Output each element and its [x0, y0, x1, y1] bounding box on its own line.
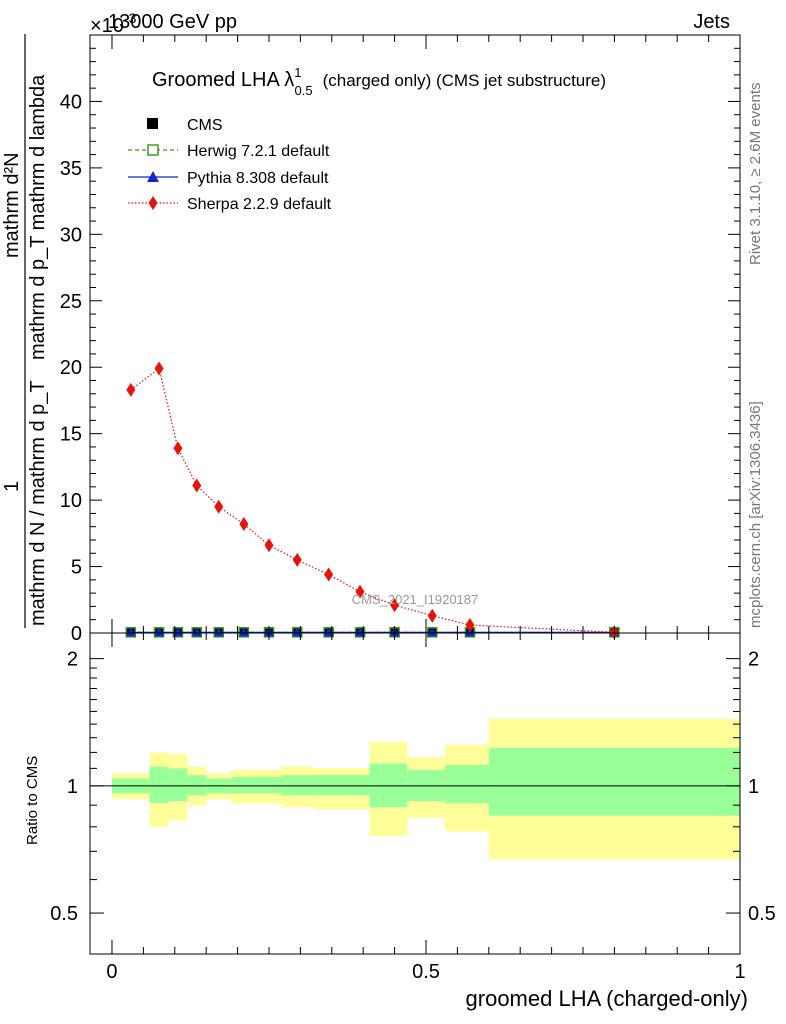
x-tick-label: 0.5: [412, 961, 440, 983]
watermark: CMS_2021_I1920187: [352, 592, 479, 607]
data-point-pythia: [191, 627, 202, 637]
y-tick-label: 15: [60, 424, 82, 446]
legend-marker-herwig: [147, 144, 159, 156]
rivet-label: Rivet 3.1.10, ≥ 2.6M events: [747, 83, 764, 266]
data-point-sherpa: [390, 598, 400, 613]
legend-marker-sherpa: [148, 196, 158, 210]
ratio-y-tick-label-right: 2: [748, 649, 759, 671]
legend-entry-herwig: Herwig 7.2.1 default: [128, 143, 330, 160]
data-point-sherpa: [355, 584, 365, 599]
main-panel: 0 5 10 15 20 25 30 35 40 CMS_2021_I1920187 Groom…: [1, 34, 741, 645]
legend-entry-sherpa: Sherpa 2.2.9 default: [128, 196, 332, 213]
multiplier-exponent: -3: [124, 10, 137, 26]
ratio-band-inner: [231, 776, 282, 794]
y-tick-label: 5: [71, 557, 82, 579]
data-point-pythia: [323, 627, 334, 637]
ratio-y-tick-label: 0.5: [50, 903, 78, 925]
energy-label: 13000 GeV pp: [108, 11, 237, 33]
data-point-pythia: [238, 627, 249, 637]
mcplots-label: mcplots.cern.ch [arXiv:1306.3436]: [747, 401, 764, 628]
data-point-pythia: [213, 627, 224, 637]
y-tick-label: 10: [60, 490, 82, 512]
x-axis-label: groomed LHA (charged-only): [466, 986, 748, 1011]
title-subscript: 0.5: [295, 83, 313, 98]
ratio-band-inner: [187, 775, 207, 796]
series-line-3: [130, 367, 615, 633]
y-tick-label: 35: [60, 158, 82, 180]
data-point-pythia: [125, 627, 136, 637]
data-point-sherpa: [465, 618, 475, 633]
data-point-pythia: [292, 627, 303, 637]
data-point-sherpa: [239, 517, 249, 532]
multiplier-base: ×10: [90, 15, 124, 37]
data-point-sherpa: [173, 441, 183, 456]
y-tick-label: 30: [60, 224, 82, 246]
chart-title: Groomed LHA λ1 0.5 (charged only) (CMS jet…: [152, 65, 606, 98]
ylabel-mid: mathrm d p_T mathrm d lambda: [27, 74, 49, 360]
data-point-sherpa: [427, 608, 437, 623]
data-point-pythia: [355, 627, 366, 637]
ratio-y-tick-label: 1: [67, 776, 78, 798]
legend-label-sherpa: Sherpa 2.2.9 default: [187, 196, 332, 213]
y-axis-label: mathrm d²N mathrm d p_T mathrm d lambda …: [1, 34, 49, 628]
data-point-pythia: [427, 627, 438, 637]
data-point-sherpa: [264, 538, 274, 553]
ylabel-frac: 1: [1, 481, 23, 492]
data-point-pythia: [172, 627, 183, 637]
data-point-sherpa: [154, 361, 164, 376]
ratio-band-inner: [488, 747, 740, 816]
ratio-band-inner: [149, 766, 169, 804]
x-tick-label: 0: [106, 961, 117, 983]
legend-label-cms: CMS: [187, 117, 223, 134]
ratio-band-inner: [281, 775, 313, 796]
ratio-band-inner: [168, 768, 188, 802]
legend-label-herwig: Herwig 7.2.1 default: [187, 143, 330, 160]
ratio-y-tick-label-right: 1: [748, 776, 759, 798]
legend: CMS Herwig 7.2.1 default Pythia 8.308 de…: [128, 117, 332, 213]
legend-marker-cms: [147, 118, 158, 129]
legend-marker-pythia: [147, 171, 159, 182]
title-superscript: 1: [294, 65, 301, 80]
y-tick-label: 40: [60, 91, 82, 113]
ratio-panel: 0.5 0.5 1 1 2 2 0 0.5 1 Ratio to CMS groomed LHA…: [24, 632, 776, 1011]
y-tick-label: 0: [71, 623, 82, 645]
title-main: Groomed LHA λ: [152, 69, 294, 91]
data-point-sherpa: [192, 478, 202, 493]
ratio-band-inner: [444, 765, 489, 804]
y-tick-label: 20: [60, 357, 82, 379]
data-point-pythia: [154, 627, 165, 637]
data-point-sherpa: [126, 382, 136, 397]
legend-entry-cms: CMS: [147, 117, 223, 134]
title-rest: (charged only) (CMS jet substructure): [323, 71, 606, 90]
multiplier-label: ×10-3: [90, 10, 137, 37]
y-tick-label: 25: [60, 291, 82, 313]
ratio-y-tick-label: 2: [67, 649, 78, 671]
process-label: Jets: [693, 11, 730, 33]
ratio-frame: [89, 632, 741, 955]
legend-entry-pythia: Pythia 8.308 default: [128, 170, 329, 187]
ratio-band-inner: [369, 763, 408, 808]
ratio-y-tick-label-right: 0.5: [748, 903, 776, 925]
legend-label-pythia: Pythia 8.308 default: [187, 170, 329, 187]
ylabel-top: mathrm d²N: [1, 152, 23, 258]
ratio-band-inner: [312, 775, 370, 796]
data-point-sherpa: [324, 567, 334, 582]
ratio-ylabel: Ratio to CMS: [24, 756, 41, 845]
ylabel-bottom: mathrm d N / mathrm d p_T: [27, 380, 49, 626]
x-tick-label: 1: [734, 961, 745, 983]
data-point-sherpa: [292, 552, 302, 567]
data-point-sherpa: [214, 499, 224, 514]
